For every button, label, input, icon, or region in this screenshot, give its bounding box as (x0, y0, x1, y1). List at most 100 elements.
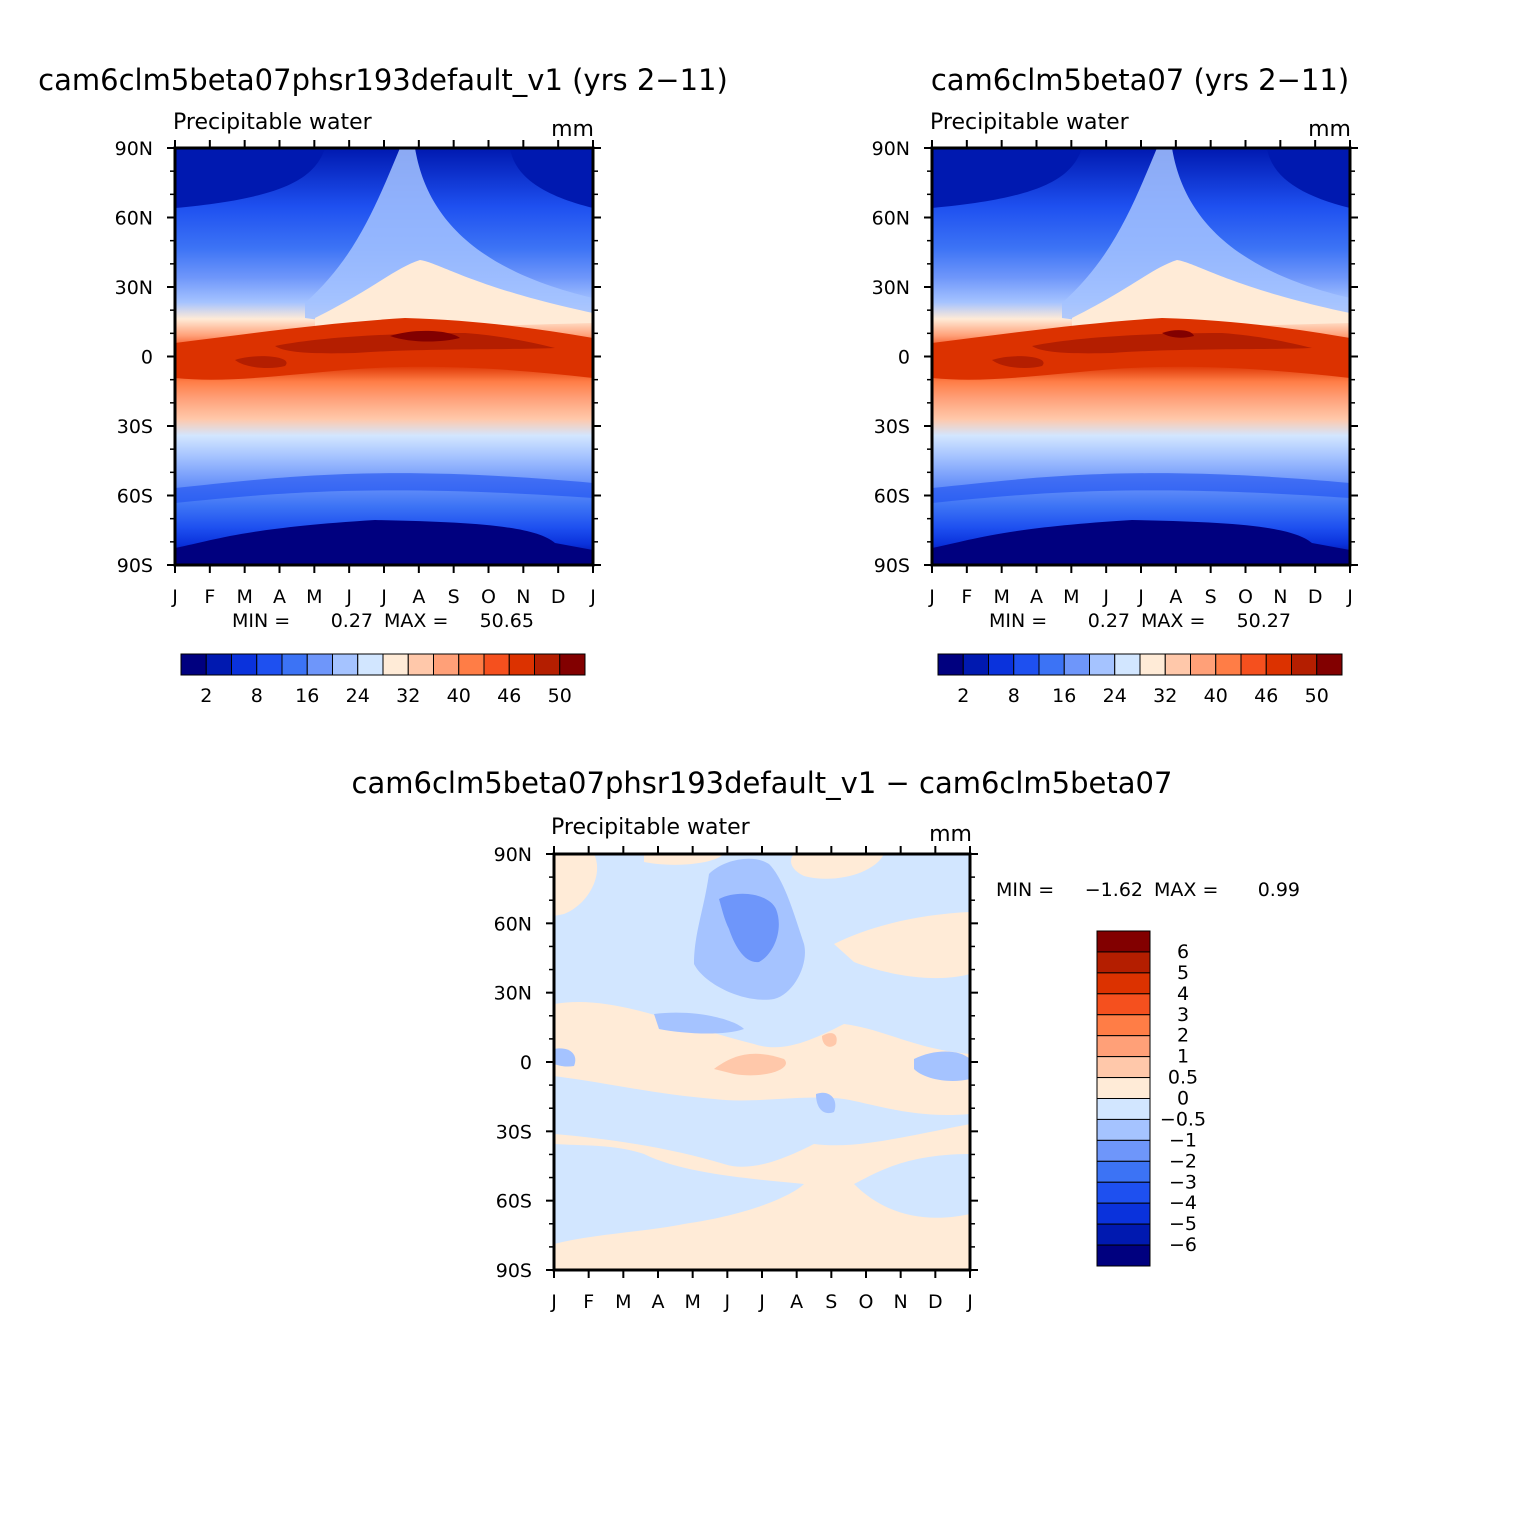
x-tick-label: A (273, 586, 286, 608)
panel-2-colorbar: 2 8 16 24 32 40 46 50 (937, 653, 1343, 707)
panel-3-title: cam6clm5beta07phsr193default_v1 − cam6cl… (352, 766, 1173, 800)
colorbar-box (281, 653, 308, 676)
y-tick-label: 90S (496, 1260, 532, 1282)
panel-2-variable-label: Precipitable water (930, 110, 1130, 135)
colorbar-box (1096, 1244, 1151, 1267)
y-tick-label: 60S (117, 486, 153, 508)
colorbar-box (256, 653, 283, 676)
colorbar-box (1096, 1118, 1151, 1141)
colorbar-box (508, 653, 535, 676)
colorbar-box (1096, 1077, 1151, 1099)
x-tick-label: J (724, 1291, 731, 1313)
colorbar-label: −1 (1169, 1129, 1197, 1151)
colorbar-box (1096, 1202, 1151, 1225)
panel-2: cam6clm5beta07 (yrs 2−11) Precipitable w… (872, 63, 1358, 707)
colorbar-box (458, 653, 485, 676)
colorbar-box (1164, 653, 1191, 676)
colorbar-box (1096, 972, 1151, 995)
panel-1-max-value: 50.65 (480, 610, 534, 632)
x-tick-label: A (1169, 586, 1182, 608)
x-tick-label: J (550, 1291, 557, 1313)
x-tick-label: J (966, 1291, 973, 1313)
x-tick-label: D (1308, 586, 1323, 608)
panel-2-title: cam6clm5beta07 (yrs 2−11) (931, 63, 1349, 97)
colorbar-box (937, 653, 964, 676)
x-tick-label: F (961, 586, 972, 608)
x-tick-label: S (825, 1291, 837, 1313)
panel-3-neg-b (719, 893, 779, 963)
panel-2-nh-summer-moist (1062, 148, 1350, 323)
panel-2-max-label: MAX = (1141, 610, 1205, 632)
colorbar-box (1096, 951, 1151, 974)
colorbar-label: 46 (1254, 685, 1278, 707)
y-tick-label: 90S (117, 555, 153, 577)
colorbar-label: 32 (1153, 685, 1177, 707)
x-tick-label: A (652, 1291, 665, 1313)
panel-1-nh-summer-moist (305, 148, 593, 323)
panel-2-itcz-max (1162, 330, 1194, 338)
colorbar-label: 24 (1103, 685, 1127, 707)
colorbar-box (1316, 653, 1343, 676)
x-tick-label: J (589, 586, 596, 608)
colorbar-label: 3 (1177, 1004, 1189, 1026)
colorbar-box (1139, 653, 1166, 676)
colorbar-label: 5 (1177, 962, 1189, 984)
x-tick-label: S (1205, 586, 1217, 608)
panel-2-min-label: MIN = (989, 610, 1047, 632)
x-tick-label: M (684, 1291, 700, 1313)
colorbar-box (1240, 653, 1267, 676)
panel-1-plot (175, 148, 593, 565)
panel-1-variable-label: Precipitable water (173, 110, 373, 135)
colorbar-box (1096, 1223, 1151, 1246)
panel-3-patch-d (834, 912, 970, 979)
panel-3-patch-c (791, 854, 884, 879)
panel-2-units-label: mm (1308, 117, 1351, 142)
colorbar-box (231, 653, 258, 676)
colorbar-label: 4 (1177, 983, 1189, 1005)
panel-2-arctic-low-east (1267, 148, 1350, 208)
colorbar-label: 2 (1177, 1025, 1189, 1047)
panel-2-plot (932, 148, 1350, 565)
panel-1-title: cam6clm5beta07phsr193default_v1 (yrs 2−1… (38, 63, 728, 97)
panel-1-itcz-max (390, 330, 460, 342)
panel-1-antarctic (175, 520, 593, 565)
colorbar-box (1096, 930, 1151, 953)
colorbar-box (1190, 653, 1217, 676)
colorbar-box (433, 653, 460, 676)
panel-3-max-label: MAX = (1154, 879, 1218, 901)
panel-3-max-value: 0.99 (1258, 879, 1300, 901)
x-tick-label: N (894, 1291, 908, 1313)
colorbar-label: 8 (1008, 685, 1020, 707)
panel-3-neg-f (816, 1092, 836, 1114)
y-tick-label: 60N (872, 208, 910, 230)
colorbar-box (1096, 993, 1151, 1016)
colorbar-box (1096, 1014, 1151, 1037)
colorbar-label: −5 (1169, 1213, 1197, 1235)
x-tick-label: F (204, 586, 215, 608)
colorbar-label: 24 (346, 685, 370, 707)
colorbar-box (1114, 653, 1141, 676)
colorbar-box (1096, 1035, 1151, 1058)
y-tick-label: 0 (520, 1052, 532, 1074)
panel-2-min-value: 0.27 (1088, 610, 1130, 632)
panel-1-sh-band (175, 473, 593, 503)
colorbar-box (1063, 653, 1090, 676)
colorbar-label: 50 (548, 685, 572, 707)
colorbar-label: 16 (1052, 685, 1076, 707)
x-tick-label: A (790, 1291, 803, 1313)
colorbar-box (382, 653, 409, 676)
colorbar-box (357, 653, 384, 676)
x-tick-label: D (928, 1291, 943, 1313)
panel-2-sh-band (932, 473, 1350, 503)
colorbar-label: 6 (1177, 941, 1189, 963)
x-tick-label: F (583, 1291, 594, 1313)
colorbar-box (205, 653, 232, 676)
x-tick-label: N (516, 586, 530, 608)
panel-3-plot (554, 854, 970, 1270)
y-tick-label: 90S (874, 555, 910, 577)
x-tick-label: O (481, 586, 496, 608)
panel-3-patch-a (554, 854, 598, 916)
